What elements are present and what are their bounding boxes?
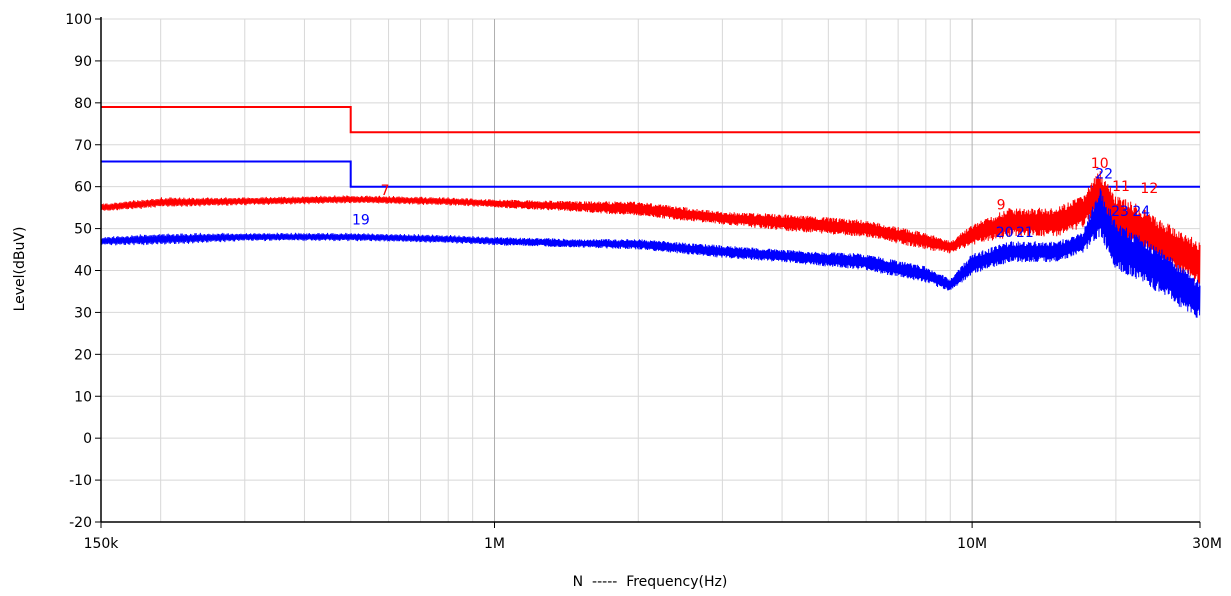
grid [101,18,1201,523]
limit-lines [101,106,1200,188]
y-tick-label: 50 [74,222,92,238]
x-tick-label: 10M [957,536,987,552]
y-tick-label: 40 [74,264,92,280]
y-tick-label: 10 [74,389,92,405]
x-tick-label: 1M [484,536,505,552]
y-tick-label: 30 [74,305,92,321]
y-tick-label: 80 [74,96,92,112]
y-tick-label: 0 [83,431,92,447]
marker-label: 7 [381,183,390,199]
measurement-series [100,170,1201,318]
axes [100,17,1200,523]
y-tick-label: -10 [69,473,92,489]
marker-label: 23 [1111,204,1129,220]
y-tick-label: 60 [74,180,92,196]
limit-line-red [101,106,1200,134]
marker-label: 12 [1140,181,1158,197]
y-tick-label: 100 [65,12,92,28]
marker-label: 9 [997,198,1006,214]
y-tick-label: 20 [74,347,92,363]
series-trace-blue [100,188,1201,318]
y-tick-label: 90 [74,54,92,70]
marker-label: 11 [1112,179,1130,195]
x-axis-title: N ----- Frequency(Hz) [573,574,728,590]
marker-label: 21 [1016,225,1034,241]
limit-line-blue [101,160,1200,188]
y-tick-label: 70 [74,138,92,154]
x-tick-label: 30M [1192,536,1222,552]
y-tick-label: -20 [69,515,92,531]
series-trace-red [100,170,1201,284]
marker-label: 24 [1132,204,1150,220]
x-tick-label: 150k [84,536,120,552]
marker-label: 10 [1091,156,1109,172]
y-axis-title: Level(dBuV) [12,227,28,312]
marker-label: 20 [996,225,1014,241]
tick-labels: -20 -10 0 10 20 30 40 50 60 70 80 90 100 150k 1M 10M 30M [65,12,1222,552]
marker-label: 22 [1095,166,1113,182]
marker-label: 19 [352,212,370,228]
